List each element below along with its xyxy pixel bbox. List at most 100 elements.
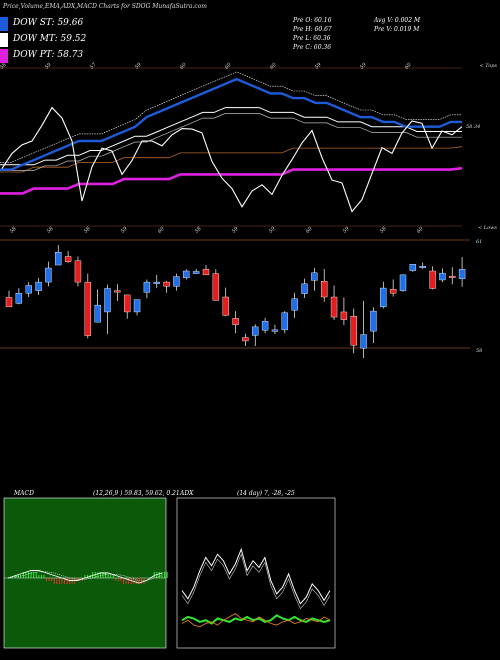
info-pre-volume: Pre V: 0.019 M bbox=[374, 26, 420, 33]
minus-di-line bbox=[181, 613, 331, 628]
candle-up bbox=[252, 326, 259, 336]
low-tick-label: 59 bbox=[120, 225, 129, 234]
macd-label: MACD bbox=[14, 490, 34, 497]
legend-swatch-pt bbox=[0, 49, 10, 65]
low-tick-label: 59 bbox=[231, 225, 240, 234]
low-tick-label: 58 bbox=[83, 226, 92, 235]
info-low: Pre L: 60.36 bbox=[293, 35, 331, 42]
last-price-label: 58.34 bbox=[466, 124, 480, 130]
price-ema-panel: 58 59 57 59 60 60 60 59 59 60 58 58 58 59 60 58 59 59 60 59… bbox=[0, 61, 497, 235]
top-tick-label: 58 bbox=[0, 62, 8, 71]
candle-upper-label: 61 bbox=[476, 239, 482, 245]
candle-up bbox=[133, 299, 141, 313]
slow-ema-line bbox=[0, 146, 463, 173]
adx-background bbox=[176, 497, 336, 649]
candle-down bbox=[84, 281, 92, 337]
legend-pt-label: DOW PT: 58.73 bbox=[13, 50, 84, 60]
adx-line bbox=[181, 547, 331, 605]
top-tick-label: 59 bbox=[44, 61, 53, 70]
candle-up bbox=[35, 281, 42, 291]
candlestick-panel: 61 58 bbox=[0, 239, 482, 358]
candle-up bbox=[94, 304, 101, 323]
candle-up bbox=[104, 288, 111, 313]
candle-up bbox=[15, 292, 23, 304]
candle-up bbox=[183, 270, 190, 279]
top-tick-label: 60 bbox=[224, 61, 233, 70]
legend-swatch-mt bbox=[0, 33, 10, 49]
adx-label: ADX bbox=[180, 490, 194, 497]
info-high: Pre H: 60.67 bbox=[293, 26, 332, 33]
candle-down bbox=[330, 296, 338, 318]
candle-down bbox=[340, 311, 348, 320]
candle-up bbox=[281, 312, 288, 331]
macd-panel bbox=[3, 497, 168, 649]
low-tick-label: 58 bbox=[9, 226, 18, 235]
legend-swatch-st bbox=[0, 17, 10, 33]
info-open: Pre O: 60.16 bbox=[293, 17, 332, 24]
candle-up bbox=[261, 321, 269, 331]
candle-down bbox=[114, 290, 121, 293]
low-tick-label: 60 bbox=[416, 225, 425, 234]
candle-down bbox=[202, 269, 210, 276]
candle-up bbox=[360, 334, 367, 349]
low-tick-label: 59 bbox=[268, 225, 277, 234]
legend-st-label: DOW ST: 59.66 bbox=[13, 18, 84, 28]
pt-ema-line bbox=[0, 166, 463, 195]
candle-up bbox=[55, 252, 62, 266]
mt-ema-line bbox=[0, 107, 462, 166]
top-tick-label: 60 bbox=[269, 61, 278, 70]
low-tick-label: 58 bbox=[46, 226, 55, 235]
candle-down bbox=[350, 316, 357, 346]
candle-down bbox=[212, 273, 220, 301]
candle-down bbox=[242, 337, 249, 342]
macd-params: (12,26,9 ) 59.83, 59.62, 0.21 bbox=[93, 490, 180, 497]
info-close: Pre C: 60.36 bbox=[293, 44, 332, 51]
candle-up bbox=[291, 298, 298, 311]
candle-up bbox=[45, 267, 52, 283]
candle-up bbox=[311, 272, 318, 281]
top-tick-label: 59 bbox=[134, 61, 143, 70]
top-tick-label: 60 bbox=[179, 61, 188, 70]
top-tick-label: 59 bbox=[359, 61, 368, 70]
top-tick-label: 57 bbox=[89, 61, 98, 70]
candle-down bbox=[321, 281, 328, 298]
candle-up bbox=[143, 281, 151, 293]
low-tick-label: 58 bbox=[379, 226, 388, 235]
candle-down bbox=[74, 260, 82, 283]
adx-params: (14 day) 7, -28, -25 bbox=[237, 490, 295, 497]
price-line bbox=[1, 106, 463, 213]
candle-up bbox=[301, 283, 308, 294]
candle-down bbox=[232, 318, 239, 325]
candle-up bbox=[25, 285, 32, 294]
candle-up bbox=[409, 263, 417, 271]
candle-up bbox=[192, 271, 200, 274]
legend-mt-label: DOW MT: 59.52 bbox=[13, 34, 87, 44]
low-tick-label: 60 bbox=[157, 225, 166, 234]
candle-down bbox=[429, 270, 436, 289]
candle-down bbox=[123, 294, 131, 313]
candle-up bbox=[271, 329, 279, 332]
st-ema-band bbox=[0, 71, 462, 163]
candle-up bbox=[439, 272, 446, 281]
tops-label: < Tops bbox=[479, 63, 497, 69]
candle-down bbox=[5, 297, 13, 308]
signal-line bbox=[7, 571, 163, 581]
candle-up bbox=[458, 269, 466, 279]
candle-lower-label: 58 bbox=[476, 348, 482, 354]
top-tick-label: 59 bbox=[314, 61, 323, 70]
candle-up bbox=[370, 310, 377, 332]
low-tick-label: 59 bbox=[342, 225, 351, 234]
info-avg-volume: Avg V: 0.002 M bbox=[374, 17, 421, 24]
adx-line-2 bbox=[181, 553, 331, 610]
candle-up bbox=[153, 281, 160, 284]
chart-title: Price,Volume,EMA,ADX,MACD Charts for SDO… bbox=[3, 3, 207, 10]
low-tick-label: 58 bbox=[194, 226, 203, 235]
candle-down bbox=[222, 296, 229, 316]
candle-up bbox=[399, 274, 407, 291]
low-tick-label: 60 bbox=[305, 225, 314, 234]
st-ema-line bbox=[0, 77, 462, 171]
mt-ema-line-2 bbox=[0, 113, 462, 171]
candle-up bbox=[380, 287, 387, 308]
adx-panel bbox=[176, 497, 336, 649]
